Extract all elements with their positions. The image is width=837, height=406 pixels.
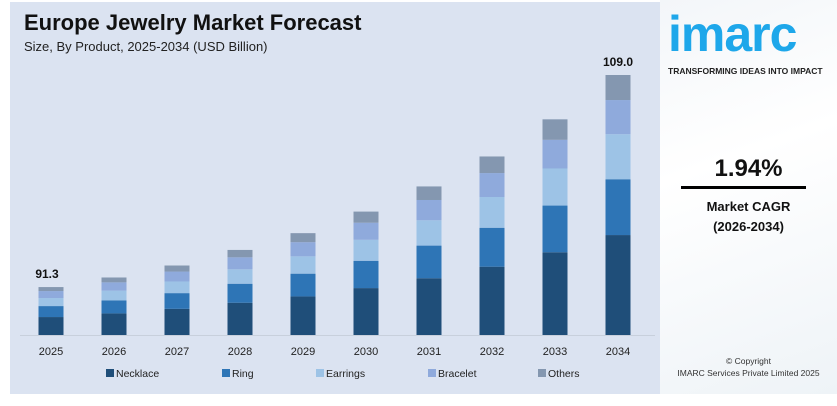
bar-segment-others-2030 <box>353 211 379 223</box>
bar-segment-others-2027 <box>164 265 190 272</box>
bar-segment-necklace-2031 <box>416 278 442 335</box>
copyright-owner: IMARC Services Private Limited 2025 <box>677 368 820 378</box>
bar-segment-bracelet-2028 <box>227 257 253 270</box>
bar-segment-ring-2025 <box>38 306 64 318</box>
cagr-label-text: Market CAGR <box>706 199 791 214</box>
bar-segment-necklace-2026 <box>101 313 127 335</box>
bar-segment-earrings-2032 <box>479 197 505 228</box>
x-tick-label: 2033 <box>543 346 567 358</box>
chart-title: Europe Jewelry Market Forecast <box>24 10 362 35</box>
divider <box>681 186 806 189</box>
bar-segment-earrings-2026 <box>101 290 127 301</box>
bar-segment-bracelet-2026 <box>101 282 127 291</box>
bar-segment-others-2032 <box>479 156 505 174</box>
x-tick-label: 2026 <box>102 346 126 358</box>
bar-segment-necklace-2033 <box>542 252 568 335</box>
legend-swatch-ring <box>222 369 230 377</box>
legend-label-earrings: Earrings <box>326 368 365 380</box>
bar-segment-bracelet-2032 <box>479 173 505 198</box>
bar-segment-necklace-2025 <box>38 317 64 335</box>
bar-segment-ring-2026 <box>101 300 127 314</box>
bar-segment-necklace-2027 <box>164 308 190 335</box>
legend-swatch-earrings <box>316 369 324 377</box>
x-tick-label: 2034 <box>606 346 630 358</box>
legend-swatch-necklace <box>106 369 114 377</box>
copyright: © Copyright IMARC Services Private Limit… <box>660 355 837 379</box>
x-tick-label: 2029 <box>291 346 315 358</box>
bar-segment-bracelet-2033 <box>542 139 568 169</box>
total-label-2025: 91.3 <box>35 267 59 281</box>
bar-segment-ring-2033 <box>542 205 568 253</box>
bar-segment-necklace-2034 <box>605 235 631 335</box>
chart-subtitle: Size, By Product, 2025-2034 (USD Billion… <box>24 39 268 54</box>
bar-segment-bracelet-2029 <box>290 242 316 257</box>
bar-segment-bracelet-2027 <box>164 271 190 282</box>
bar-segment-earrings-2029 <box>290 256 316 274</box>
bar-segment-ring-2027 <box>164 293 190 309</box>
legend-swatch-bracelet <box>428 369 436 377</box>
bar-segment-necklace-2030 <box>353 288 379 335</box>
bar-segment-bracelet-2034 <box>605 100 631 135</box>
x-tick-label: 2031 <box>417 346 441 358</box>
legend-label-others: Others <box>548 368 580 380</box>
copyright-text: © Copyright <box>725 356 771 366</box>
bar-segment-earrings-2030 <box>353 239 379 261</box>
chart-panel: Europe Jewelry Market Forecast Size, By … <box>10 2 660 394</box>
bar-segment-others-2034 <box>605 75 631 101</box>
bar-segment-necklace-2032 <box>479 266 505 335</box>
x-tick-label: 2027 <box>165 346 189 358</box>
logo-tagline: TRANSFORMING IDEAS INTO IMPACT <box>668 66 823 76</box>
bar-segment-ring-2034 <box>605 179 631 236</box>
legend-label-necklace: Necklace <box>116 368 159 380</box>
bar-segment-bracelet-2031 <box>416 199 442 221</box>
stacked-bar-chart: 2025 91.3 2026 2027 2028 2029 2030 2031 2032 2033… <box>20 55 655 380</box>
legend-swatch-others <box>538 369 546 377</box>
bar-segment-earrings-2028 <box>227 269 253 284</box>
bar-segment-bracelet-2030 <box>353 222 379 240</box>
bar-segment-others-2033 <box>542 119 568 140</box>
bar-segment-bracelet-2025 <box>38 291 64 299</box>
bar-segment-earrings-2034 <box>605 134 631 180</box>
bar-segment-others-2028 <box>227 249 253 258</box>
cagr-period: (2026-2034) <box>713 219 784 234</box>
cagr-label: Market CAGR (2026-2034) <box>660 197 837 237</box>
bar-segment-ring-2029 <box>290 273 316 297</box>
cagr-value: 1.94% <box>714 155 783 182</box>
x-tick-label: 2025 <box>39 346 63 358</box>
x-tick-label: 2028 <box>228 346 252 358</box>
bar-segment-earrings-2027 <box>164 281 190 294</box>
bar-segment-others-2031 <box>416 186 442 200</box>
bar-segment-earrings-2031 <box>416 220 442 246</box>
bar-segment-ring-2032 <box>479 227 505 267</box>
bar-segment-necklace-2028 <box>227 302 253 335</box>
bar-segment-ring-2028 <box>227 283 253 303</box>
legend-label-ring: Ring <box>232 368 254 380</box>
bar-segment-earrings-2025 <box>38 298 64 307</box>
x-tick-label: 2030 <box>354 346 378 358</box>
imarc-logo: imarc <box>668 6 797 62</box>
x-tick-label: 2032 <box>480 346 504 358</box>
bar-segment-necklace-2029 <box>290 296 316 335</box>
bar-segment-ring-2030 <box>353 260 379 289</box>
bar-segment-ring-2031 <box>416 245 442 279</box>
bar-segment-earrings-2033 <box>542 168 568 206</box>
legend-label-bracelet: Bracelet <box>438 368 477 380</box>
bar-segment-others-2025 <box>38 287 64 292</box>
bar-segment-others-2029 <box>290 233 316 243</box>
total-label-2034: 109.0 <box>603 55 633 69</box>
sidebar: imarc TRANSFORMING IDEAS INTO IMPACT 1.9… <box>660 0 837 394</box>
bar-segment-others-2026 <box>101 277 127 283</box>
